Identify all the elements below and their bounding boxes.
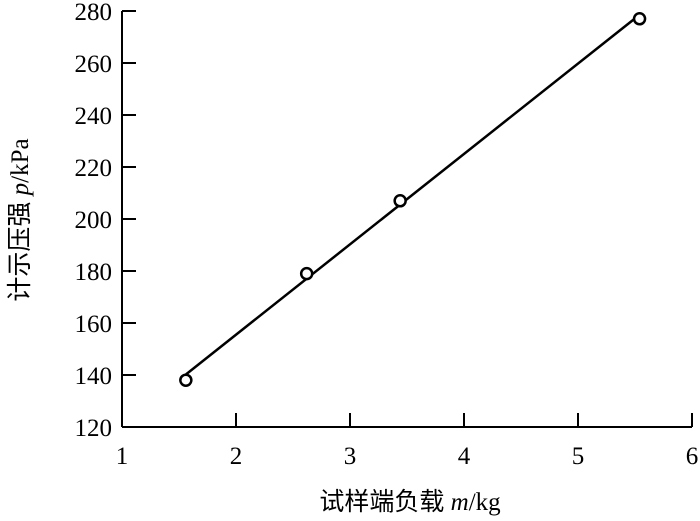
x-tick-label: 5 — [572, 443, 585, 470]
data-point — [393, 194, 407, 208]
x-tick-label: 6 — [686, 443, 699, 470]
marks — [179, 12, 647, 387]
y-tick-label: 200 — [75, 207, 113, 234]
y-tick-label: 180 — [75, 259, 113, 286]
y-tick-label: 240 — [75, 103, 113, 130]
y-tick-label: 280 — [75, 0, 113, 26]
axes — [121, 11, 692, 428]
x-axis-title: 试样端负载 m/kg — [319, 488, 501, 516]
y-tick-label: 140 — [75, 363, 113, 390]
x-tick-label: 4 — [458, 443, 471, 470]
data-point — [299, 266, 314, 281]
ticks: 1 2 3 4 5 6 120 140 160 180 200 220 240 260 280 — [75, 0, 699, 470]
x-tick-label: 3 — [344, 443, 357, 470]
y-tick-label: 220 — [75, 155, 113, 182]
data-point — [632, 12, 647, 26]
data-point — [179, 373, 193, 387]
x-tick-label: 1 — [116, 443, 129, 470]
y-tick-label: 120 — [75, 415, 113, 442]
y-tick-label: 260 — [75, 51, 113, 78]
y-tick-label: 160 — [75, 311, 113, 338]
x-tick-label: 2 — [230, 443, 243, 470]
y-axis-title: 计示压强 p/kPa — [6, 138, 34, 301]
fit-line — [185, 14, 640, 376]
